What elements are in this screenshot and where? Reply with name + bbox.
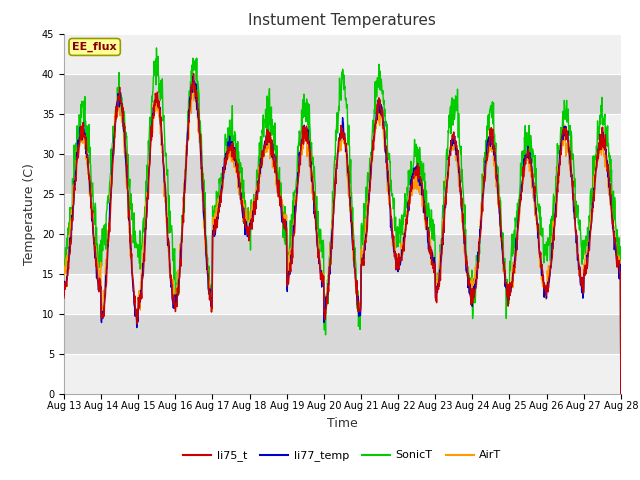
SonicT [551, 193, 559, 199]
li77_temp [429, 261, 437, 266]
X-axis label: Time: Time [327, 417, 358, 430]
AirT [170, 285, 178, 291]
Legend: li75_t, li77_temp, SonicT, AirT: li75_t, li77_temp, SonicT, AirT [179, 446, 506, 466]
li77_temp [189, 73, 196, 79]
AirT [617, 391, 625, 396]
SonicT [246, 247, 254, 253]
li75_t [190, 71, 198, 76]
Bar [64, 34, 621, 73]
Line: SonicT: SonicT [64, 48, 621, 394]
li75_t [502, 279, 509, 285]
Y-axis label: Temperature (C): Temperature (C) [23, 163, 36, 264]
SonicT [617, 391, 625, 396]
li77_temp [184, 128, 191, 134]
AirT [246, 216, 254, 222]
li75_t [551, 215, 559, 221]
Bar [64, 73, 621, 114]
Line: li77_temp: li77_temp [64, 76, 621, 394]
Line: AirT: AirT [64, 80, 621, 394]
li75_t [60, 295, 68, 301]
AirT [189, 77, 196, 83]
li77_temp [551, 211, 559, 216]
li75_t [617, 391, 625, 396]
SonicT [184, 123, 192, 129]
Title: Instument Temperatures: Instument Temperatures [248, 13, 436, 28]
li75_t [170, 292, 178, 298]
Bar [64, 234, 621, 274]
li77_temp [502, 285, 509, 290]
li77_temp [617, 391, 625, 396]
Bar [64, 114, 621, 154]
Bar [64, 154, 621, 193]
AirT [429, 252, 437, 258]
Bar [64, 313, 621, 354]
Bar [64, 354, 621, 394]
Text: EE_flux: EE_flux [72, 42, 117, 52]
SonicT [60, 269, 68, 275]
Bar [64, 274, 621, 313]
Line: li75_t: li75_t [64, 73, 621, 394]
AirT [184, 126, 191, 132]
SonicT [152, 45, 160, 51]
li77_temp [246, 222, 254, 228]
AirT [502, 280, 509, 286]
li75_t [246, 226, 254, 231]
AirT [60, 276, 68, 282]
li75_t [184, 138, 191, 144]
SonicT [502, 281, 509, 287]
SonicT [429, 227, 437, 232]
SonicT [171, 246, 179, 252]
li77_temp [60, 292, 68, 298]
AirT [551, 204, 559, 209]
li77_temp [170, 304, 178, 310]
li75_t [429, 266, 437, 272]
Bar [64, 193, 621, 234]
